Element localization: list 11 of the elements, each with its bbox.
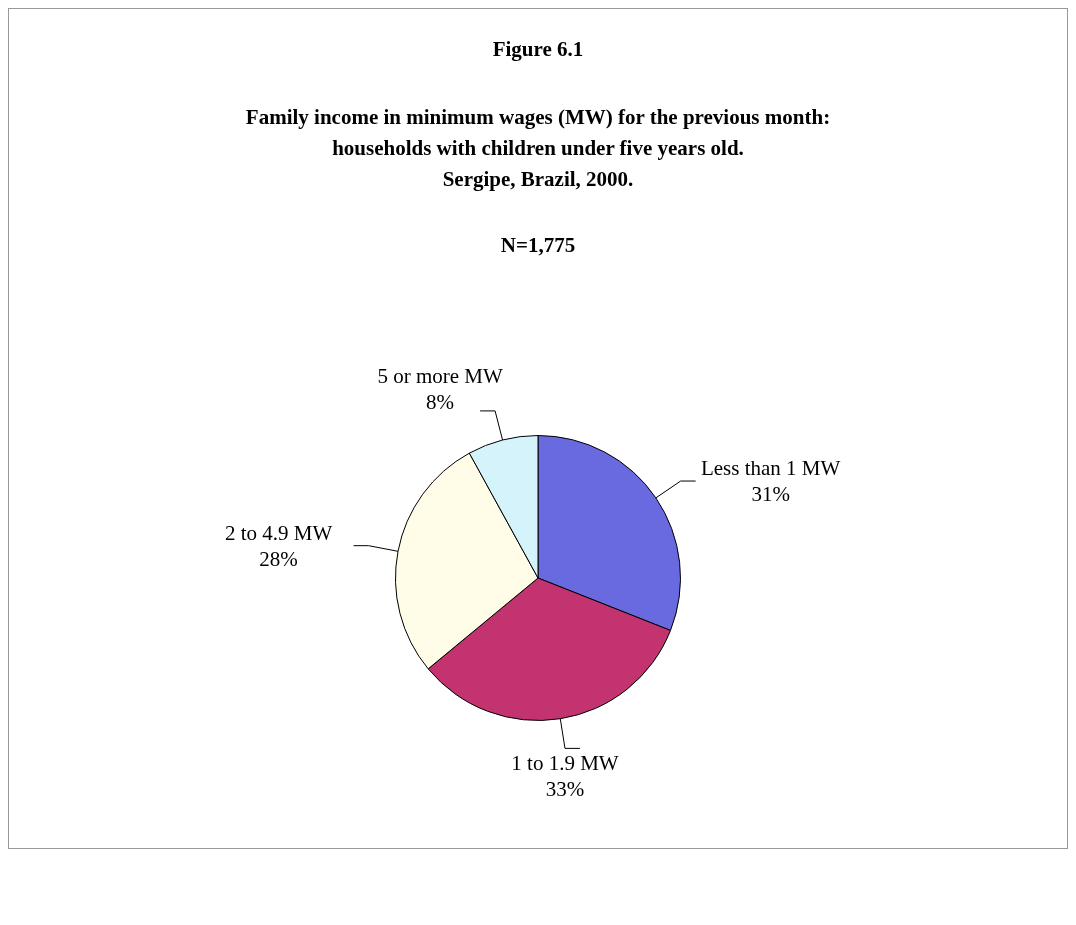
slice-label: 2 to 4.9 MW [224,520,333,545]
chart-subtitle: Family income in minimum wages (MW) for the previous month: households with children under five years old. Sergipe, Brazil, 2000. [244,104,832,193]
data-label: 31% [751,482,790,507]
slice-label: 5 or more MW [377,363,503,388]
chart-title: Figure 6.1 [491,37,585,62]
data-label: 28% [259,546,298,571]
slice-label: 1 to 1.9 MW [511,751,619,776]
text: N=1,775 [499,233,577,258]
slice-label: Less than 1 MW [700,456,841,481]
data-label: 33% [545,777,585,802]
data-label: 8% [426,389,455,414]
